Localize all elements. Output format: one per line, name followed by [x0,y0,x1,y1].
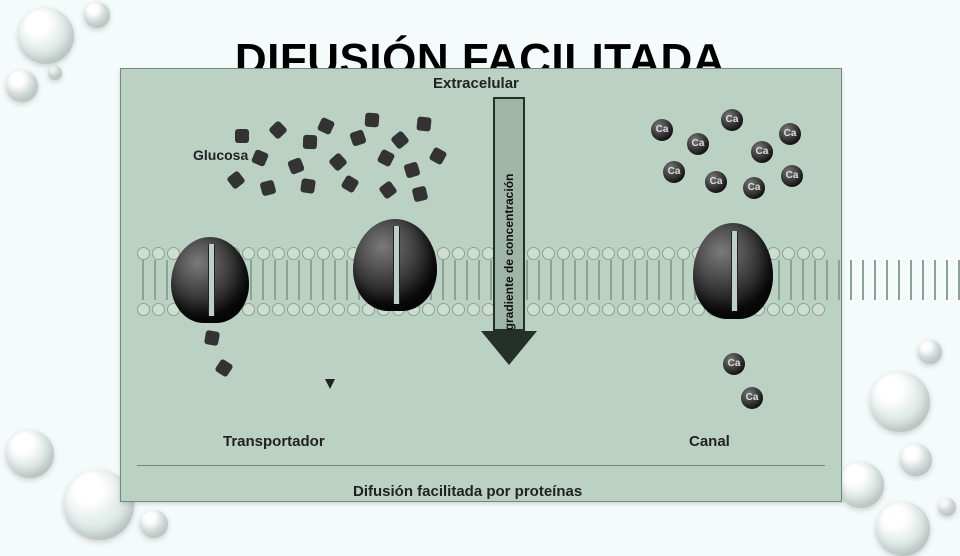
glucose-molecule [390,130,410,150]
glucose-molecule [403,161,420,178]
water-drop-icon [6,430,54,478]
carrier-open-center [353,219,437,311]
calcium-ion: Ca [687,133,709,155]
glucose-molecule [328,152,348,172]
calcium-ion: Ca [741,387,763,409]
glucose-molecule [235,129,249,143]
water-drop-icon [140,510,168,538]
caption: Difusión facilitada por proteínas [353,483,582,500]
glucose-molecule [251,149,269,167]
calcium-ion: Ca [721,109,743,131]
glucose-molecule [287,157,305,175]
water-drop-icon [838,462,884,508]
calcium-ion: Ca [663,161,685,183]
glucose-molecule [317,117,336,136]
glucose-molecule [428,146,447,165]
glucose-molecule [214,358,233,377]
glucose-molecule [303,135,317,149]
glucose-molecule [300,178,316,194]
water-drop-icon [84,2,110,28]
water-drop-icon [918,340,942,364]
divider-line [137,465,825,466]
calcium-ion: Ca [781,165,803,187]
glucose-molecule [226,170,246,190]
glucose-molecule [349,129,367,147]
label-transporter: Transportador [223,433,325,450]
calcium-ion: Ca [651,119,673,141]
channel-right [693,223,773,319]
carrier-open-left [171,237,249,323]
glucose-molecule [204,330,220,346]
glucose-molecule [365,113,380,128]
calcium-ion: Ca [723,353,745,375]
calcium-ion: Ca [705,171,727,193]
glucose-molecule [412,186,429,203]
glucose-molecule [377,149,396,168]
calcium-ion: Ca [779,123,801,145]
label-glucose: Glucosa [193,147,248,163]
glucose-molecule [340,174,359,193]
arrow-out-carrier-icon [325,379,335,389]
glucose-molecule [259,179,276,196]
glucose-molecule [268,120,288,140]
water-drop-icon [900,444,932,476]
label-channel: Canal [689,433,730,450]
water-drop-icon [876,502,930,556]
label-extracellular: Extracelular [433,75,519,92]
gradient-arrow-icon: gradiente de concentración [481,97,537,365]
gradient-arrow-label: gradiente de concentración [502,174,516,331]
diagram-panel: Extracelular Glucosa Transportador Canal… [120,68,842,502]
gradient-arrow-head [481,331,537,365]
calcium-ion: Ca [751,141,773,163]
calcium-ion: Ca [743,177,765,199]
glucose-molecule [378,180,398,200]
glucose-molecule [416,116,431,131]
water-drop-icon [938,498,956,516]
membrane-tails [137,260,960,300]
water-drop-icon [870,372,930,432]
